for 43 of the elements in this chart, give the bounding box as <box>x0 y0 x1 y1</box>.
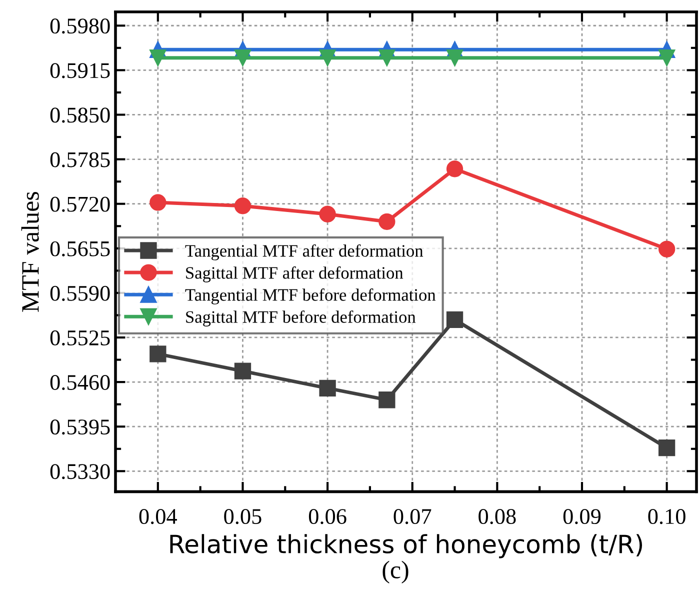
x-tick-label: 0.07 <box>394 509 432 524</box>
point <box>378 392 396 408</box>
point <box>234 198 252 214</box>
y-tick-label: 0.5590 <box>50 286 110 301</box>
legend-label: Tangential MTF after deformation <box>185 244 424 260</box>
point <box>234 50 252 66</box>
text: (c) <box>382 560 408 584</box>
legend-label: Sagittal MTF after deformation <box>186 266 404 282</box>
point <box>378 50 396 66</box>
y-tick-label: 0.5915 <box>50 63 110 78</box>
x-tick-label: 0.10 <box>648 509 686 524</box>
y-tick-label: 0.5460 <box>50 374 110 390</box>
x-axis-title: Relative thickness of honeycomb (t/R) <box>170 534 642 558</box>
point <box>150 346 166 362</box>
point <box>658 240 676 258</box>
point <box>446 160 464 178</box>
point <box>319 206 336 222</box>
x-tick-label: 0.09 <box>563 509 601 524</box>
point <box>319 380 336 397</box>
y-tick-label: 0.5785 <box>50 152 110 168</box>
point <box>658 440 676 456</box>
x-tick-label: 0.06 <box>308 509 346 524</box>
x-tick-label: 0.05 <box>224 509 262 524</box>
point <box>446 50 464 66</box>
legend-label: Tangential MTF before deformation <box>185 288 436 304</box>
y-tick-label: 0.5655 <box>50 241 110 256</box>
x-tick-label: 0.08 <box>478 509 516 524</box>
legend-label: Sagittal MTF before deformation <box>186 310 416 326</box>
x-tick-label: 0.04 <box>139 509 178 524</box>
point <box>234 362 252 380</box>
y-tick-label: 0.5330 <box>50 464 110 480</box>
point <box>658 50 676 66</box>
point <box>319 50 336 66</box>
y-tick-label: 0.5525 <box>50 330 110 346</box>
y-axis-title: MTF values <box>21 192 39 312</box>
y-tick-label: 0.5850 <box>50 108 110 123</box>
y-tick-label: 0.5980 <box>50 18 110 34</box>
y-tick-label: 0.5395 <box>50 420 110 435</box>
y-tick-label: 0.5720 <box>50 196 110 212</box>
point <box>378 213 396 230</box>
point <box>150 194 166 211</box>
point <box>150 50 166 66</box>
point <box>446 311 464 328</box>
